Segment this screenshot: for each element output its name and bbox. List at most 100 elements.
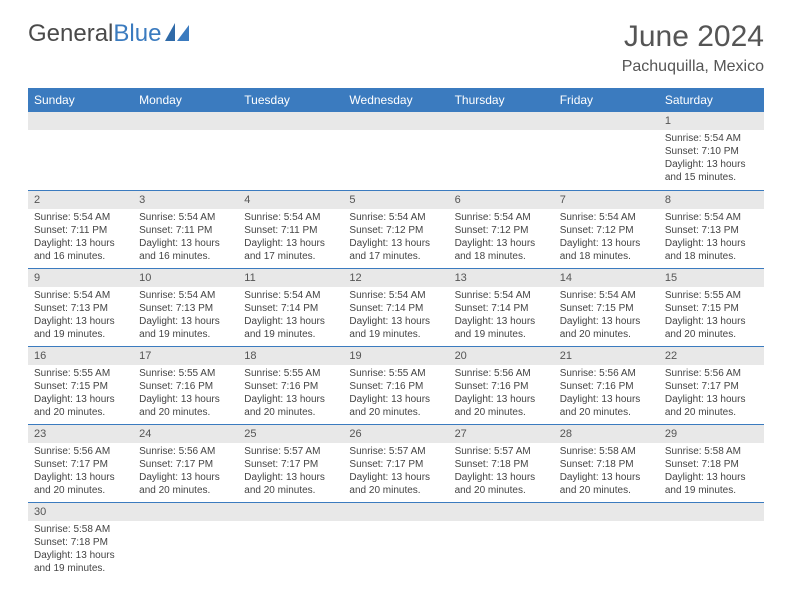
day-header: Tuesday bbox=[238, 88, 343, 112]
daylight-line2: and 20 minutes. bbox=[244, 406, 337, 419]
sunset-text: Sunset: 7:14 PM bbox=[349, 302, 442, 315]
daylight-line2: and 18 minutes. bbox=[455, 250, 548, 263]
sunset-text: Sunset: 7:11 PM bbox=[139, 224, 232, 237]
sunrise-text: Sunrise: 5:57 AM bbox=[244, 445, 337, 458]
daylight-line1: Daylight: 13 hours bbox=[349, 471, 442, 484]
calendar-day-cell: 7Sunrise: 5:54 AMSunset: 7:12 PMDaylight… bbox=[554, 190, 659, 268]
daylight-line2: and 20 minutes. bbox=[244, 484, 337, 497]
day-content: Sunrise: 5:54 AMSunset: 7:13 PMDaylight:… bbox=[133, 287, 238, 345]
daylight-line1: Daylight: 13 hours bbox=[244, 315, 337, 328]
day-content: Sunrise: 5:56 AMSunset: 7:17 PMDaylight:… bbox=[133, 443, 238, 501]
daylight-line2: and 17 minutes. bbox=[349, 250, 442, 263]
calendar-day-cell: 10Sunrise: 5:54 AMSunset: 7:13 PMDayligh… bbox=[133, 268, 238, 346]
daylight-line1: Daylight: 13 hours bbox=[349, 393, 442, 406]
day-number: 9 bbox=[28, 269, 133, 287]
day-number: 25 bbox=[238, 425, 343, 443]
sunrise-text: Sunrise: 5:55 AM bbox=[34, 367, 127, 380]
calendar-day-cell bbox=[554, 502, 659, 580]
day-content: Sunrise: 5:54 AMSunset: 7:15 PMDaylight:… bbox=[554, 287, 659, 345]
day-content: Sunrise: 5:54 AMSunset: 7:14 PMDaylight:… bbox=[449, 287, 554, 345]
day-number: 10 bbox=[133, 269, 238, 287]
calendar-day-cell: 8Sunrise: 5:54 AMSunset: 7:13 PMDaylight… bbox=[659, 190, 764, 268]
calendar-day-cell bbox=[238, 502, 343, 580]
daylight-line1: Daylight: 13 hours bbox=[665, 471, 758, 484]
calendar-day-cell: 11Sunrise: 5:54 AMSunset: 7:14 PMDayligh… bbox=[238, 268, 343, 346]
day-number: 6 bbox=[449, 191, 554, 209]
calendar-day-cell: 13Sunrise: 5:54 AMSunset: 7:14 PMDayligh… bbox=[449, 268, 554, 346]
sunrise-text: Sunrise: 5:57 AM bbox=[455, 445, 548, 458]
day-header: Saturday bbox=[659, 88, 764, 112]
day-number bbox=[28, 112, 133, 130]
day-content: Sunrise: 5:54 AMSunset: 7:11 PMDaylight:… bbox=[28, 209, 133, 267]
calendar-day-cell bbox=[28, 112, 133, 190]
calendar-day-cell: 15Sunrise: 5:55 AMSunset: 7:15 PMDayligh… bbox=[659, 268, 764, 346]
sunset-text: Sunset: 7:11 PM bbox=[34, 224, 127, 237]
calendar-day-cell: 24Sunrise: 5:56 AMSunset: 7:17 PMDayligh… bbox=[133, 424, 238, 502]
day-number: 30 bbox=[28, 503, 133, 521]
sunset-text: Sunset: 7:16 PM bbox=[244, 380, 337, 393]
day-number: 24 bbox=[133, 425, 238, 443]
sunset-text: Sunset: 7:15 PM bbox=[665, 302, 758, 315]
calendar-week-row: 30Sunrise: 5:58 AMSunset: 7:18 PMDayligh… bbox=[28, 502, 764, 580]
day-header: Wednesday bbox=[343, 88, 448, 112]
calendar-day-cell bbox=[449, 112, 554, 190]
sunrise-text: Sunrise: 5:54 AM bbox=[244, 289, 337, 302]
day-content: Sunrise: 5:55 AMSunset: 7:15 PMDaylight:… bbox=[659, 287, 764, 345]
sunrise-text: Sunrise: 5:58 AM bbox=[34, 523, 127, 536]
day-number: 4 bbox=[238, 191, 343, 209]
sunrise-text: Sunrise: 5:54 AM bbox=[139, 289, 232, 302]
day-content: Sunrise: 5:54 AMSunset: 7:12 PMDaylight:… bbox=[343, 209, 448, 267]
sunrise-text: Sunrise: 5:54 AM bbox=[349, 211, 442, 224]
daylight-line1: Daylight: 13 hours bbox=[34, 237, 127, 250]
daylight-line2: and 20 minutes. bbox=[560, 328, 653, 341]
calendar-day-cell: 3Sunrise: 5:54 AMSunset: 7:11 PMDaylight… bbox=[133, 190, 238, 268]
daylight-line2: and 20 minutes. bbox=[560, 484, 653, 497]
daylight-line2: and 20 minutes. bbox=[455, 406, 548, 419]
daylight-line2: and 19 minutes. bbox=[34, 328, 127, 341]
day-content: Sunrise: 5:58 AMSunset: 7:18 PMDaylight:… bbox=[28, 521, 133, 579]
day-content: Sunrise: 5:54 AMSunset: 7:10 PMDaylight:… bbox=[659, 130, 764, 188]
day-number: 29 bbox=[659, 425, 764, 443]
daylight-line1: Daylight: 13 hours bbox=[560, 471, 653, 484]
daylight-line2: and 20 minutes. bbox=[665, 328, 758, 341]
calendar-day-cell bbox=[343, 112, 448, 190]
calendar-day-cell bbox=[659, 502, 764, 580]
daylight-line2: and 18 minutes. bbox=[665, 250, 758, 263]
sunset-text: Sunset: 7:16 PM bbox=[455, 380, 548, 393]
sunset-text: Sunset: 7:13 PM bbox=[665, 224, 758, 237]
sunrise-text: Sunrise: 5:54 AM bbox=[349, 289, 442, 302]
calendar-day-cell: 12Sunrise: 5:54 AMSunset: 7:14 PMDayligh… bbox=[343, 268, 448, 346]
daylight-line1: Daylight: 13 hours bbox=[560, 237, 653, 250]
day-number: 14 bbox=[554, 269, 659, 287]
daylight-line2: and 18 minutes. bbox=[560, 250, 653, 263]
sunrise-text: Sunrise: 5:55 AM bbox=[139, 367, 232, 380]
day-header: Monday bbox=[133, 88, 238, 112]
calendar-day-cell bbox=[554, 112, 659, 190]
calendar-day-cell: 19Sunrise: 5:55 AMSunset: 7:16 PMDayligh… bbox=[343, 346, 448, 424]
day-number bbox=[449, 112, 554, 130]
sunrise-text: Sunrise: 5:56 AM bbox=[560, 367, 653, 380]
sunrise-text: Sunrise: 5:55 AM bbox=[665, 289, 758, 302]
daylight-line1: Daylight: 13 hours bbox=[139, 237, 232, 250]
daylight-line2: and 20 minutes. bbox=[34, 484, 127, 497]
calendar-day-cell: 17Sunrise: 5:55 AMSunset: 7:16 PMDayligh… bbox=[133, 346, 238, 424]
day-content: Sunrise: 5:54 AMSunset: 7:11 PMDaylight:… bbox=[133, 209, 238, 267]
sunset-text: Sunset: 7:18 PM bbox=[560, 458, 653, 471]
daylight-line1: Daylight: 13 hours bbox=[560, 393, 653, 406]
day-content: Sunrise: 5:55 AMSunset: 7:15 PMDaylight:… bbox=[28, 365, 133, 423]
calendar-day-cell: 1Sunrise: 5:54 AMSunset: 7:10 PMDaylight… bbox=[659, 112, 764, 190]
sunset-text: Sunset: 7:18 PM bbox=[665, 458, 758, 471]
day-content: Sunrise: 5:54 AMSunset: 7:14 PMDaylight:… bbox=[343, 287, 448, 345]
calendar-day-cell: 21Sunrise: 5:56 AMSunset: 7:16 PMDayligh… bbox=[554, 346, 659, 424]
daylight-line2: and 20 minutes. bbox=[139, 406, 232, 419]
sunset-text: Sunset: 7:14 PM bbox=[244, 302, 337, 315]
day-number: 23 bbox=[28, 425, 133, 443]
sunset-text: Sunset: 7:18 PM bbox=[34, 536, 127, 549]
sunset-text: Sunset: 7:17 PM bbox=[349, 458, 442, 471]
day-header: Friday bbox=[554, 88, 659, 112]
daylight-line1: Daylight: 13 hours bbox=[665, 158, 758, 171]
day-number: 5 bbox=[343, 191, 448, 209]
sunrise-text: Sunrise: 5:56 AM bbox=[139, 445, 232, 458]
daylight-line2: and 19 minutes. bbox=[34, 562, 127, 575]
day-header-row: Sunday Monday Tuesday Wednesday Thursday… bbox=[28, 88, 764, 112]
